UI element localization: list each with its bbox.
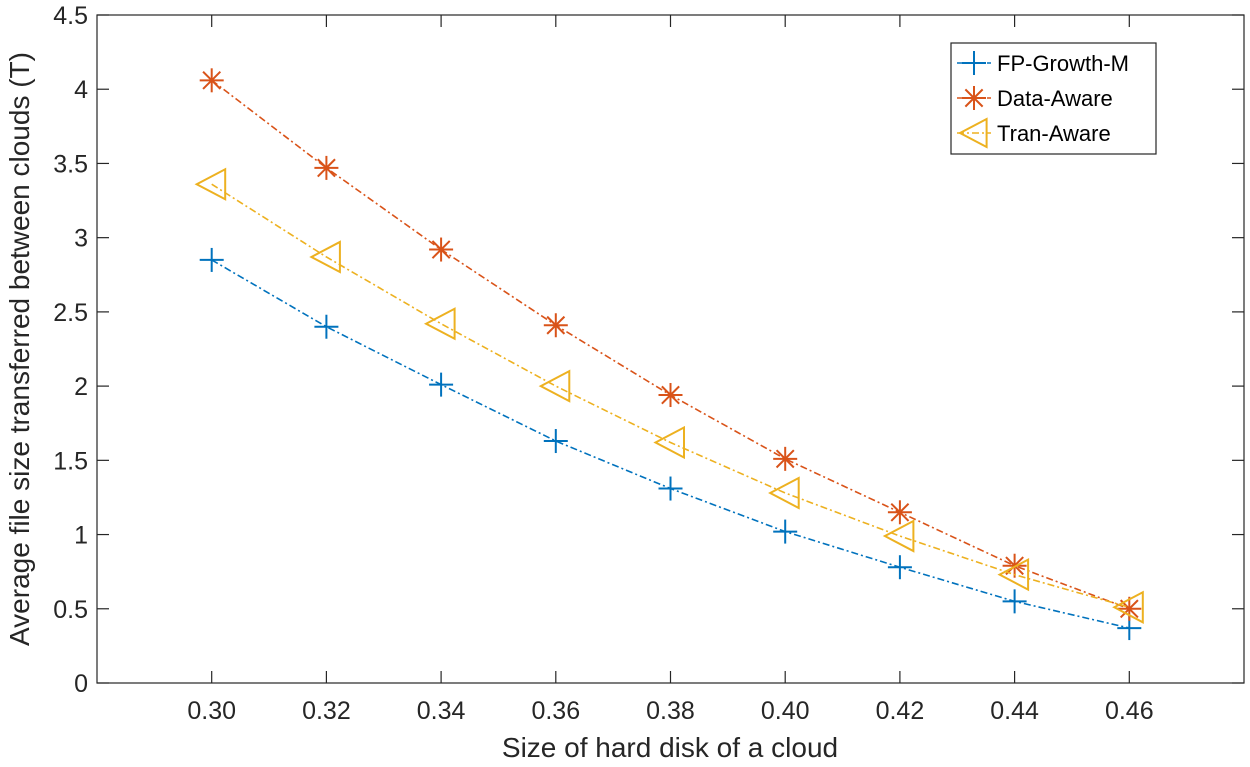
- data-point: [314, 155, 339, 180]
- series-line: [211, 183, 1130, 609]
- y-axis-label: Average file size transferred between cl…: [4, 52, 35, 646]
- legend-item: Data-Aware: [957, 86, 1113, 111]
- x-tick-label: 0.40: [761, 697, 810, 725]
- data-point: [653, 425, 685, 460]
- data-point: [768, 476, 800, 510]
- legend-item: Tran-Aware: [957, 117, 1111, 149]
- x-tick-label: 0.44: [990, 697, 1039, 725]
- y-tick-label: 4: [74, 76, 88, 104]
- data-point: [199, 68, 224, 93]
- y-tick-label: 4.5: [53, 2, 88, 30]
- legend-label: FP-Growth-M: [997, 51, 1129, 76]
- series-data-aware: [199, 68, 1142, 621]
- y-tick-label: 0.5: [53, 596, 88, 624]
- data-point: [773, 446, 798, 471]
- legend-marker: [962, 86, 986, 110]
- legend-marker: [957, 117, 988, 149]
- y-tick-label: 1.5: [53, 447, 88, 475]
- y-tick-label: 2.5: [53, 299, 88, 327]
- data-point: [543, 313, 568, 338]
- x-tick-label: 0.30: [187, 697, 236, 725]
- data-point: [887, 500, 912, 525]
- legend-label: Data-Aware: [997, 86, 1113, 111]
- data-point: [538, 369, 571, 403]
- data-point: [314, 314, 339, 339]
- x-tick-label: 0.32: [302, 697, 351, 725]
- y-tick-label: 2: [74, 373, 88, 401]
- data-point: [1112, 590, 1144, 624]
- legend-label: Tran-Aware: [997, 121, 1111, 146]
- legend-item: FP-Growth-M: [957, 51, 1129, 76]
- data-point: [997, 557, 1030, 592]
- data-point: [423, 307, 456, 341]
- x-tick-label: 0.38: [646, 697, 695, 725]
- y-tick-label: 3: [74, 225, 88, 253]
- legend: FP-Growth-M Data-Aware Tran-Aware: [950, 42, 1157, 155]
- x-tick-label: 0.34: [417, 697, 466, 725]
- series-fp-growth-m: [199, 247, 1142, 641]
- data-point: [658, 476, 683, 501]
- x-tick-label: 0.46: [1105, 697, 1154, 725]
- data-point: [309, 240, 341, 274]
- data-point: [194, 167, 227, 201]
- legend-marker: [962, 51, 986, 75]
- data-point: [429, 237, 454, 262]
- data-point: [429, 372, 454, 397]
- x-tick-label: 0.36: [531, 697, 580, 725]
- data-point: [773, 519, 798, 544]
- y-tick-label: 1: [74, 522, 88, 550]
- data-point: [882, 519, 915, 553]
- data-point: [543, 429, 568, 454]
- x-tick-label: 0.42: [876, 697, 925, 725]
- data-point: [887, 555, 912, 580]
- data-point: [199, 247, 224, 272]
- data-point: [1002, 589, 1027, 614]
- series-tran-aware: [194, 167, 1144, 624]
- x-axis-label: Size of hard disk of a cloud: [502, 732, 838, 763]
- y-tick-label: 0: [74, 670, 88, 698]
- data-point: [658, 383, 683, 408]
- y-tick-label: 3.5: [53, 150, 88, 178]
